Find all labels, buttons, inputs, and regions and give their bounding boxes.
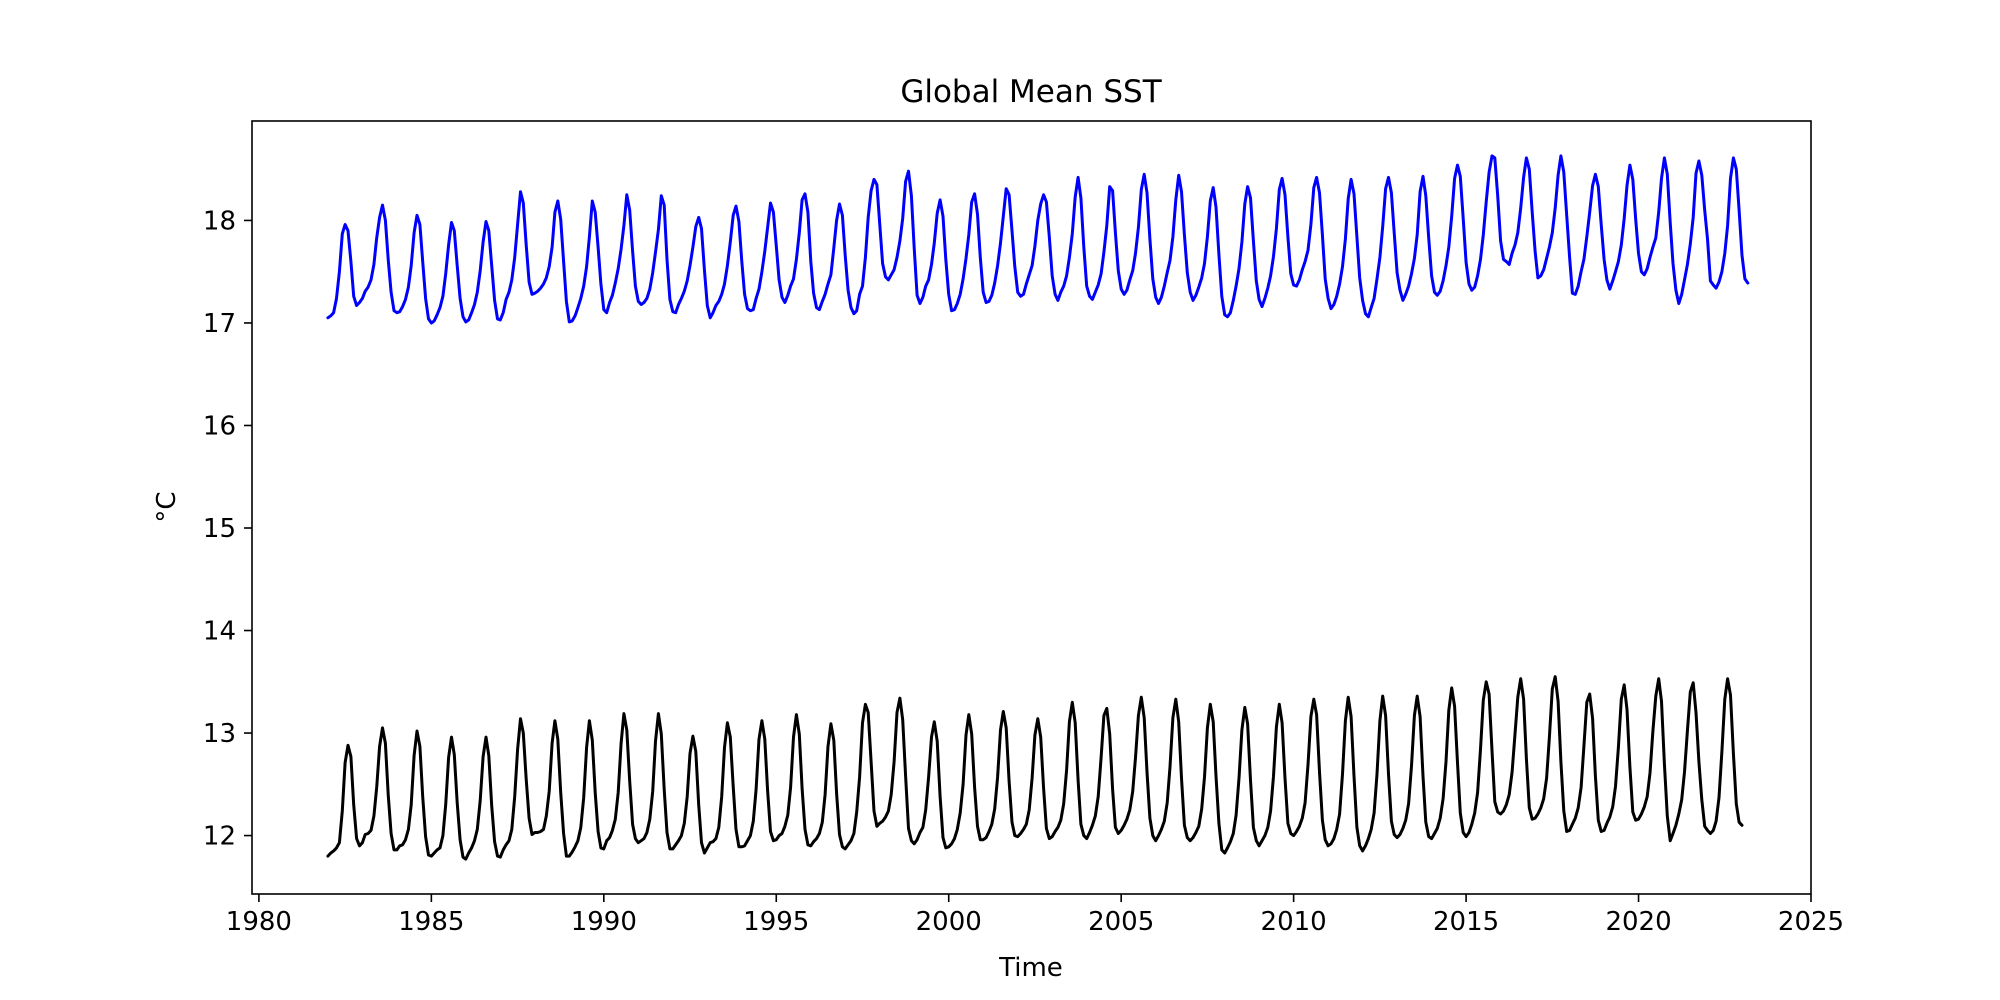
x-tick-label: 2015 [1433,907,1499,937]
y-tick-label: 12 [203,822,236,852]
series-line-2 [326,675,1744,861]
plot-area [251,120,1812,895]
x-tick-label: 1980 [226,907,292,937]
x-tick-label: 2000 [916,907,982,937]
x-tick-label: 1990 [571,907,637,937]
y-axis: 12 13 14 15 16 17 18 [203,206,252,852]
x-tick-label: 2005 [1088,907,1154,937]
x-axis-label: Time [998,953,1063,983]
x-tick-label: 1995 [743,907,809,937]
x-tick-label: 1985 [398,907,464,937]
x-tick-label: 2025 [1778,907,1844,937]
series-layer [326,154,1750,861]
plot-frame [251,120,1812,895]
y-tick-label: 13 [203,719,236,749]
y-tick-label: 17 [203,309,236,339]
y-tick-label: 15 [203,514,236,544]
y-tick-label: 14 [203,617,236,647]
y-tick-label: 18 [203,206,236,236]
y-tick-label: 16 [203,411,236,441]
y-axis-label: °C [152,491,182,522]
x-tick-label: 2010 [1261,907,1327,937]
x-tick-label: 2020 [1605,907,1671,937]
series-line-1 [326,154,1750,325]
chart-title: Global Mean SST [900,74,1162,110]
x-axis: 1980 1985 1990 1995 2000 2005 2010 2015 2020 2025 [226,894,1844,937]
